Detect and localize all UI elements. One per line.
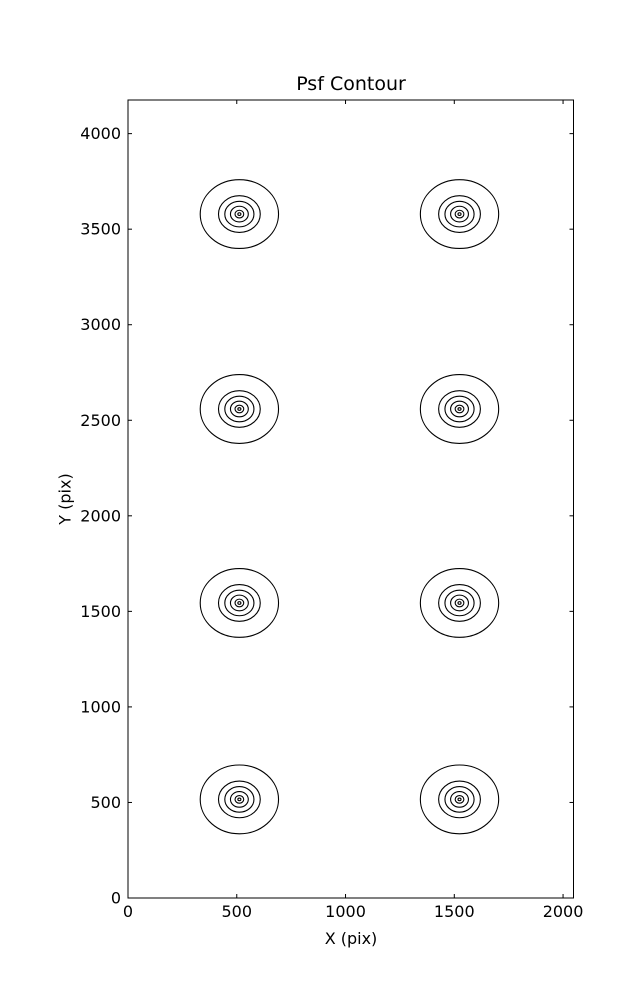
contour-ring bbox=[444, 786, 475, 813]
y-tick-label: 2500 bbox=[80, 411, 121, 430]
contour-ring bbox=[234, 209, 245, 219]
contour-ring bbox=[444, 395, 475, 423]
contour-ring bbox=[457, 797, 462, 802]
contour-ring bbox=[199, 764, 280, 835]
contour-ring bbox=[419, 764, 500, 835]
psf-contour-blob bbox=[199, 568, 280, 638]
y-tick-label: 3000 bbox=[80, 315, 121, 334]
contour-ring bbox=[234, 598, 245, 608]
contour-ring bbox=[224, 786, 255, 813]
contour-ring bbox=[229, 791, 249, 808]
y-tick-label: 1500 bbox=[80, 602, 121, 621]
contour-ring bbox=[444, 589, 475, 617]
contour-ring bbox=[237, 797, 242, 802]
contour-ring bbox=[229, 594, 249, 612]
x-tick-label: 2000 bbox=[543, 902, 584, 921]
contour-ring bbox=[419, 568, 500, 638]
y-tick-label: 2000 bbox=[80, 506, 121, 525]
psf-contour-blob bbox=[199, 764, 280, 835]
y-tick-label: 4000 bbox=[80, 124, 121, 143]
contour-ring bbox=[217, 780, 261, 819]
contour-ring bbox=[438, 390, 481, 428]
contour-ring bbox=[199, 179, 280, 250]
contour-ring bbox=[224, 589, 255, 617]
contour-ring bbox=[199, 568, 280, 638]
contour-ring bbox=[438, 584, 481, 622]
contour-ring bbox=[419, 179, 500, 250]
contour-ring bbox=[457, 407, 462, 411]
contour-ring bbox=[237, 212, 242, 216]
contour-ring bbox=[237, 407, 242, 411]
contour-ring bbox=[450, 594, 469, 612]
psf-contour-blob bbox=[419, 374, 500, 444]
contour-ring bbox=[450, 400, 469, 418]
contour-ring bbox=[234, 795, 245, 804]
contour-ring bbox=[229, 205, 249, 223]
psf-contour-blob bbox=[199, 179, 280, 250]
contour-ring bbox=[457, 212, 462, 216]
x-axis-label: X (pix) bbox=[324, 929, 378, 948]
contour-ring bbox=[438, 780, 481, 819]
contour-ring bbox=[450, 205, 469, 223]
contour-ring bbox=[224, 200, 255, 228]
x-tick-label: 1500 bbox=[434, 902, 475, 921]
contour-ring bbox=[457, 601, 462, 605]
y-tick-label: 1000 bbox=[80, 697, 121, 716]
psf-contour-blob bbox=[419, 764, 500, 835]
contour-ring bbox=[217, 390, 261, 428]
contour-ring bbox=[217, 584, 261, 622]
y-tick-label: 500 bbox=[90, 793, 121, 812]
psf-contour-blob bbox=[419, 179, 500, 250]
contour-ring bbox=[229, 400, 249, 418]
contour-ring bbox=[237, 601, 242, 605]
contour-ring bbox=[454, 598, 465, 608]
contour-ring bbox=[234, 404, 245, 414]
contour-ring bbox=[444, 200, 475, 228]
plot-title: Psf Contour bbox=[296, 73, 406, 95]
x-tick-label: 0 bbox=[123, 902, 133, 921]
contour-ring bbox=[217, 195, 261, 233]
plot-frame bbox=[127, 99, 574, 899]
contour-ring bbox=[224, 395, 255, 423]
psf-contour-blob bbox=[199, 374, 280, 444]
contour-ring bbox=[454, 404, 465, 414]
y-axis-label: Y (pix) bbox=[55, 473, 75, 525]
y-tick-label: 0 bbox=[111, 889, 121, 908]
x-tick-label: 500 bbox=[221, 902, 252, 921]
contour-ring bbox=[438, 195, 481, 233]
contour-ring bbox=[419, 374, 500, 444]
y-tick-label: 3500 bbox=[80, 220, 121, 239]
contour-ring bbox=[454, 795, 465, 804]
psf-contour-blob bbox=[419, 568, 500, 638]
contour-ring bbox=[454, 209, 465, 219]
contour-ring bbox=[199, 374, 280, 444]
contour-ring bbox=[450, 791, 469, 808]
x-tick-label: 1000 bbox=[325, 902, 366, 921]
